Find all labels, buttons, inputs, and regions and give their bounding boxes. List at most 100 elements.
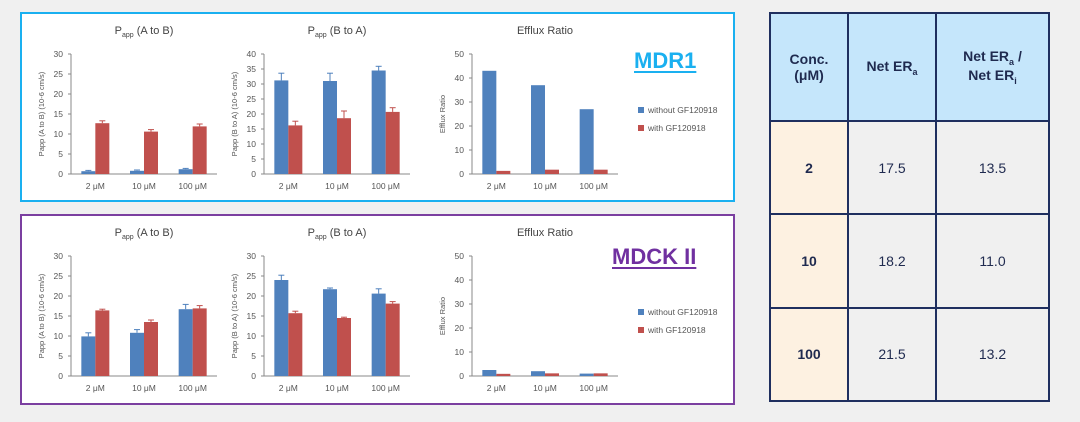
title-rest: (A to B) (134, 25, 174, 37)
chart-1: Papp (B to A) 0 5 10 15 20 25 30 35 40 Papp (B to … (230, 25, 410, 191)
bar (144, 322, 158, 376)
x-tick-label: 10 μM (325, 383, 349, 393)
header-ratio-bottom: Net ER (968, 67, 1015, 83)
bar (95, 310, 110, 376)
bar (482, 370, 497, 376)
legend-label: with GF120918 (647, 123, 706, 133)
bar (274, 280, 289, 376)
y-tick-label: 15 (54, 109, 64, 119)
cell-conc: 100 (769, 306, 849, 403)
legend-swatch (638, 125, 644, 131)
title-rest: (B to A) (327, 25, 367, 37)
y-axis-label: Papp (B to A) (10-6 cm/s) (230, 71, 239, 156)
header-net-er-label: Net ER (866, 57, 913, 74)
y-tick-label: 30 (455, 299, 465, 309)
chart-2: Efflux Ratio 0 10 20 30 40 50 Efflux Ratio 2 μM 1… (438, 25, 718, 191)
x-tick-label: 2 μM (487, 181, 506, 191)
cell-net-er: 21.5 (847, 306, 937, 403)
y-tick-label: 10 (455, 347, 465, 357)
y-tick-label: 10 (247, 331, 257, 341)
y-tick-label: 10 (54, 129, 64, 139)
bar (545, 169, 559, 174)
bar (593, 169, 608, 174)
y-tick-label: 0 (58, 169, 63, 179)
table-row: 2 17.5 13.5 (769, 119, 1050, 216)
header-ratio: Net ERa / Net ERi (935, 12, 1050, 122)
table-row: 100 21.5 13.2 (769, 306, 1050, 403)
y-tick-label: 30 (54, 251, 64, 261)
bar (579, 109, 594, 174)
x-tick-label: 10 μM (533, 181, 557, 191)
x-tick-label: 10 μM (132, 383, 156, 393)
chart-title: Papp (B to A) (308, 25, 367, 39)
y-tick-label: 5 (58, 351, 63, 361)
mdck-panel: Papp (A to B) 0 5 10 15 20 25 30 Papp (A to B) (… (20, 214, 735, 405)
x-tick-label: 2 μM (279, 181, 298, 191)
y-tick-label: 0 (459, 169, 464, 179)
y-tick-label: 15 (247, 311, 257, 321)
y-tick-label: 25 (54, 271, 64, 281)
y-axis-label: Papp (B to A) (10-6 cm/s) (230, 273, 239, 358)
x-tick-label: 100 μM (178, 181, 207, 191)
bar (531, 371, 545, 376)
chart-4: Papp (B to A) 0 5 10 15 20 25 30 Papp (B to A) (… (230, 227, 410, 393)
title-sub: app (122, 234, 134, 241)
bar (81, 171, 96, 174)
bar (496, 373, 511, 376)
y-tick-label: 5 (251, 351, 256, 361)
chart-5: Efflux Ratio 0 10 20 30 40 50 Efflux Ratio 2 μM 1… (438, 227, 718, 393)
y-axis-label: Papp (A to B) (10-6 cm/s) (37, 273, 46, 358)
header-conc-unit: (μM) (794, 67, 824, 83)
y-tick-label: 10 (54, 331, 64, 341)
bar (579, 373, 594, 376)
bar (371, 293, 386, 376)
legend-swatch (638, 309, 644, 315)
y-axis-label: Efflux Ratio (438, 95, 447, 133)
bar (178, 169, 193, 174)
table-header-row: Conc. (μM) Net ERa Net ERa / Net ERi (769, 12, 1050, 122)
y-tick-label: 5 (58, 149, 63, 159)
bar (545, 373, 559, 376)
y-tick-label: 20 (455, 121, 465, 131)
bar (385, 303, 400, 376)
chart-title: Papp (A to B) (115, 227, 174, 241)
title-rest: (B to A) (327, 227, 367, 239)
legend-swatch (638, 327, 644, 333)
bar (288, 313, 303, 376)
bar (323, 289, 337, 376)
y-tick-label: 25 (54, 69, 64, 79)
title-sub: app (122, 32, 134, 39)
bar (482, 70, 497, 174)
cell-conc: 10 (769, 213, 849, 309)
y-tick-label: 0 (251, 169, 256, 179)
bar (337, 318, 351, 376)
legend-label: without GF120918 (647, 307, 718, 317)
x-tick-label: 100 μM (579, 383, 608, 393)
x-tick-label: 100 μM (579, 181, 608, 191)
y-tick-label: 5 (251, 154, 256, 164)
cell-net-er: 17.5 (847, 119, 937, 216)
y-tick-label: 30 (455, 97, 465, 107)
mdr1-panel: Papp (A to B) 0 5 10 15 20 25 30 Papp (A to B) (… (20, 12, 735, 202)
x-tick-label: 100 μM (371, 383, 400, 393)
header-conc-label: Conc. (789, 51, 829, 67)
title-main: P (308, 227, 315, 239)
bar (95, 123, 110, 174)
header-net-er: Net ERa (847, 12, 937, 122)
y-tick-label: 10 (247, 139, 257, 149)
y-tick-label: 25 (247, 94, 257, 104)
chart-title: Papp (A to B) (115, 25, 174, 39)
mdck-label: MDCK II (612, 244, 697, 269)
chart-0: Papp (A to B) 0 5 10 15 20 25 30 Papp (A to B) (… (37, 25, 217, 191)
header-ratio-top-sub: a (1009, 57, 1015, 67)
bar (130, 332, 144, 376)
y-tick-label: 40 (247, 49, 257, 59)
bar (178, 309, 193, 376)
x-tick-label: 2 μM (86, 383, 105, 393)
y-tick-label: 40 (455, 73, 465, 83)
cell-ratio: 13.2 (935, 306, 1050, 403)
x-tick-label: 2 μM (487, 383, 506, 393)
y-tick-label: 0 (459, 371, 464, 381)
title-sub: app (315, 234, 327, 241)
